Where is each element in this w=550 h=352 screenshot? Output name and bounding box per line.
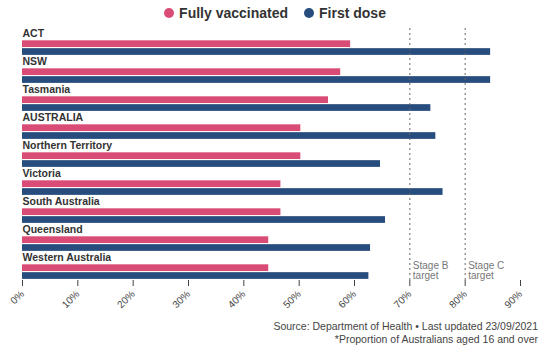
svg-text:Stage Ctarget: Stage Ctarget	[468, 260, 504, 281]
html-text:*Proportion of Australians age: *Proportion of Australians aged 16 and o…	[334, 333, 538, 345]
svg-text:80%: 80%	[447, 288, 469, 310]
svg-text:10%: 10%	[60, 288, 82, 310]
svg-text:Victoria: Victoria	[23, 167, 61, 179]
svg-text:20%: 20%	[115, 288, 137, 310]
svg-text:50%: 50%	[281, 288, 303, 310]
svg-text:0%: 0%	[8, 288, 26, 306]
html-text:Source: Department of Health •: Source: Department of Health • Last upda…	[273, 320, 538, 332]
svg-text:30%: 30%	[170, 288, 192, 310]
svg-text:60%: 60%	[336, 288, 358, 310]
svg-text:South Australia: South Australia	[23, 195, 100, 207]
svg-text:Western Australia: Western Australia	[23, 251, 112, 263]
svg-text:70%: 70%	[392, 288, 414, 310]
svg-text:ACT: ACT	[23, 27, 45, 39]
svg-text:Tasmania: Tasmania	[23, 83, 71, 95]
svg-text:Stage Btarget: Stage Btarget	[413, 260, 449, 281]
svg-text:40%: 40%	[226, 288, 248, 310]
svg-text:Queensland: Queensland	[23, 223, 83, 235]
svg-text:Northern Territory: Northern Territory	[23, 139, 113, 151]
html-text:First dose: First dose	[319, 5, 386, 21]
svg-text:NSW: NSW	[23, 55, 48, 67]
svg-text:90%: 90%	[502, 288, 524, 310]
svg-text:AUSTRALIA: AUSTRALIA	[23, 111, 84, 123]
html-text:Fully vaccinated: Fully vaccinated	[179, 5, 288, 21]
